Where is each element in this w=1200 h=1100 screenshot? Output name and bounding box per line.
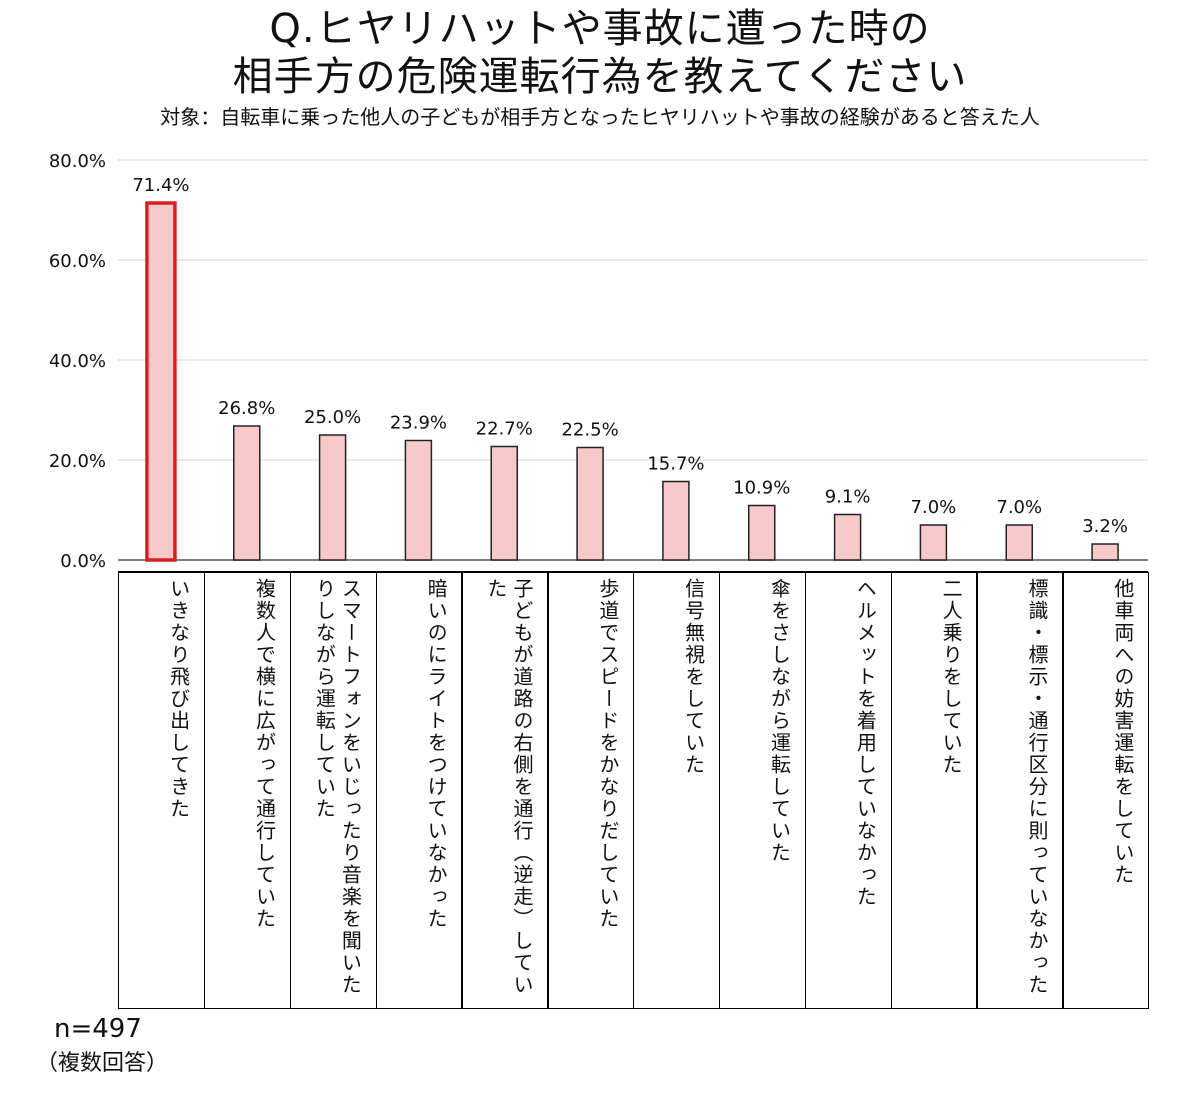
category-cell: 傘をさしながら運転していた [718,572,807,1009]
category-cell: ヘルメットを着用していなかった [804,572,892,1009]
y-tick-label: 80.0% [49,151,106,172]
category-cell: 子どもが道路の右側を通行（逆走）していた [461,572,549,1009]
category-cell: 歩道でスピードをかなりだしていた [547,572,635,1009]
bar [576,446,604,561]
category-label: いきなり飛び出してきた [166,578,191,820]
data-label: 15.7% [647,454,704,475]
bar [748,504,776,561]
category-label: 複数人で横に広がって通行していた [252,578,277,930]
bar [833,513,862,561]
bar [233,425,261,561]
category-label: スマートフォンをいじったり音楽を聞いたりしながら運転していた [312,578,363,996]
bar [1091,543,1119,561]
sample-size: n=497 [54,1014,142,1044]
data-label: 7.0% [911,497,957,518]
category-cell: 信号無視をしていた [633,572,721,1009]
y-tick-label: 40.0% [49,351,106,372]
data-label: 3.2% [1082,516,1128,537]
category-cell: いきなり飛び出してきた [118,572,206,1009]
category-label: 二人乗りをしていた [939,578,964,776]
category-cell: スマートフォンをいじったり音楽を聞いたりしながら運転していた [289,572,377,1009]
category-label: 傘をさしながら運転していた [767,578,792,864]
category-label: 歩道でスピードをかなりだしていた [595,578,620,930]
answer-note: （複数回答） [36,1051,169,1076]
category-label: 他車両への妨害運転をしていた [1110,578,1135,886]
category-cell: 他車両への妨害運転をしていた [1062,572,1150,1009]
chart-title-line1: Q.ヒヤリハットや事故に遭った時の [269,6,931,52]
data-label: 23.9% [390,413,447,434]
category-label: ヘルメットを着用していなかった [853,578,878,908]
category-cell: 標識・標示・通行区分に則っていなかった [976,572,1064,1009]
bar [318,434,347,561]
category-label: 暗いのにライトをつけていなかった [424,578,449,930]
y-tick-label: 0.0% [60,551,106,572]
data-label: 71.4% [132,175,189,196]
bar [490,445,518,561]
bar-highlighted [145,201,177,562]
bar [662,480,690,561]
category-cell: 二人乗りをしていた [890,572,978,1009]
chart-subtitle: 対象：自転車に乗った他人の子どもが相手方となったヒヤリハットや事故の経験があると… [160,105,1040,129]
data-label: 26.8% [218,398,275,419]
category-label: 子どもが道路の右側を通行（逆走）していた [484,578,534,996]
category-label: 標識・標示・通行区分に則っていなかった [1025,578,1049,996]
data-label: 25.0% [304,407,361,428]
bar [404,439,433,561]
bar [919,524,948,561]
data-label: 22.5% [561,420,618,441]
category-label: 信号無視をしていた [681,578,706,776]
category-cell: 暗いのにライトをつけていなかった [375,572,463,1009]
chart-title-line2: 相手方の危険運転行為を教えてください [232,54,968,100]
data-label: 7.0% [996,497,1042,518]
data-label: 22.7% [476,419,533,440]
category-cell: 複数人で横に広がって通行していた [203,572,292,1009]
y-tick-label: 60.0% [49,251,106,272]
data-label: 10.9% [733,478,790,499]
y-tick-label: 20.0% [49,451,106,472]
data-label: 9.1% [825,487,871,508]
bar [1005,524,1033,561]
